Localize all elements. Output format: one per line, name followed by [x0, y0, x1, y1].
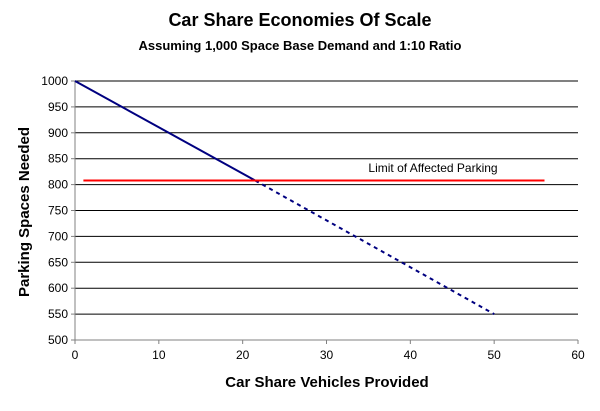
- y-tick-label: 550: [48, 307, 68, 321]
- y-tick-label: 900: [48, 126, 68, 140]
- axes: [71, 80, 579, 344]
- y-axis-title: Parking Spaces Needed: [16, 127, 33, 297]
- y-tick-label: 800: [48, 178, 68, 192]
- tick-labels: 500 550 600 650 700 750 800 850 900 950 1000 0 10 20 3…: [41, 74, 585, 362]
- x-tick-label: 20: [236, 348, 250, 362]
- x-tick-label: 0: [72, 348, 79, 362]
- x-axis-title: Car Share Vehicles Provided: [225, 374, 428, 391]
- y-tick-label: 650: [48, 255, 68, 269]
- gridlines: [75, 80, 578, 315]
- y-tick-label: 500: [48, 333, 68, 347]
- y-tick-label: 750: [48, 204, 68, 218]
- x-tick-label: 50: [487, 348, 501, 362]
- y-tick-label: 600: [48, 281, 68, 295]
- annotation-label: Limit of Affected Parking: [368, 161, 497, 175]
- y-tick-label: 950: [48, 100, 68, 114]
- annotations: Limit of Affected Parking: [368, 161, 497, 175]
- chart-title: Car Share Economies Of Scale: [168, 10, 431, 30]
- x-tick-label: 10: [152, 348, 166, 362]
- x-tick-label: 40: [404, 348, 418, 362]
- chart-subtitle: Assuming 1,000 Space Base Demand and 1:1…: [139, 38, 462, 53]
- series-line-solid: [74, 80, 256, 182]
- series-line-dashed: [254, 179, 495, 315]
- y-tick-label: 700: [48, 229, 68, 243]
- y-tick-label: 850: [48, 152, 68, 166]
- y-tick-label: 1000: [41, 74, 68, 88]
- x-tick-label: 60: [571, 348, 585, 362]
- x-tick-label: 30: [320, 348, 334, 362]
- series-lines: [74, 80, 545, 315]
